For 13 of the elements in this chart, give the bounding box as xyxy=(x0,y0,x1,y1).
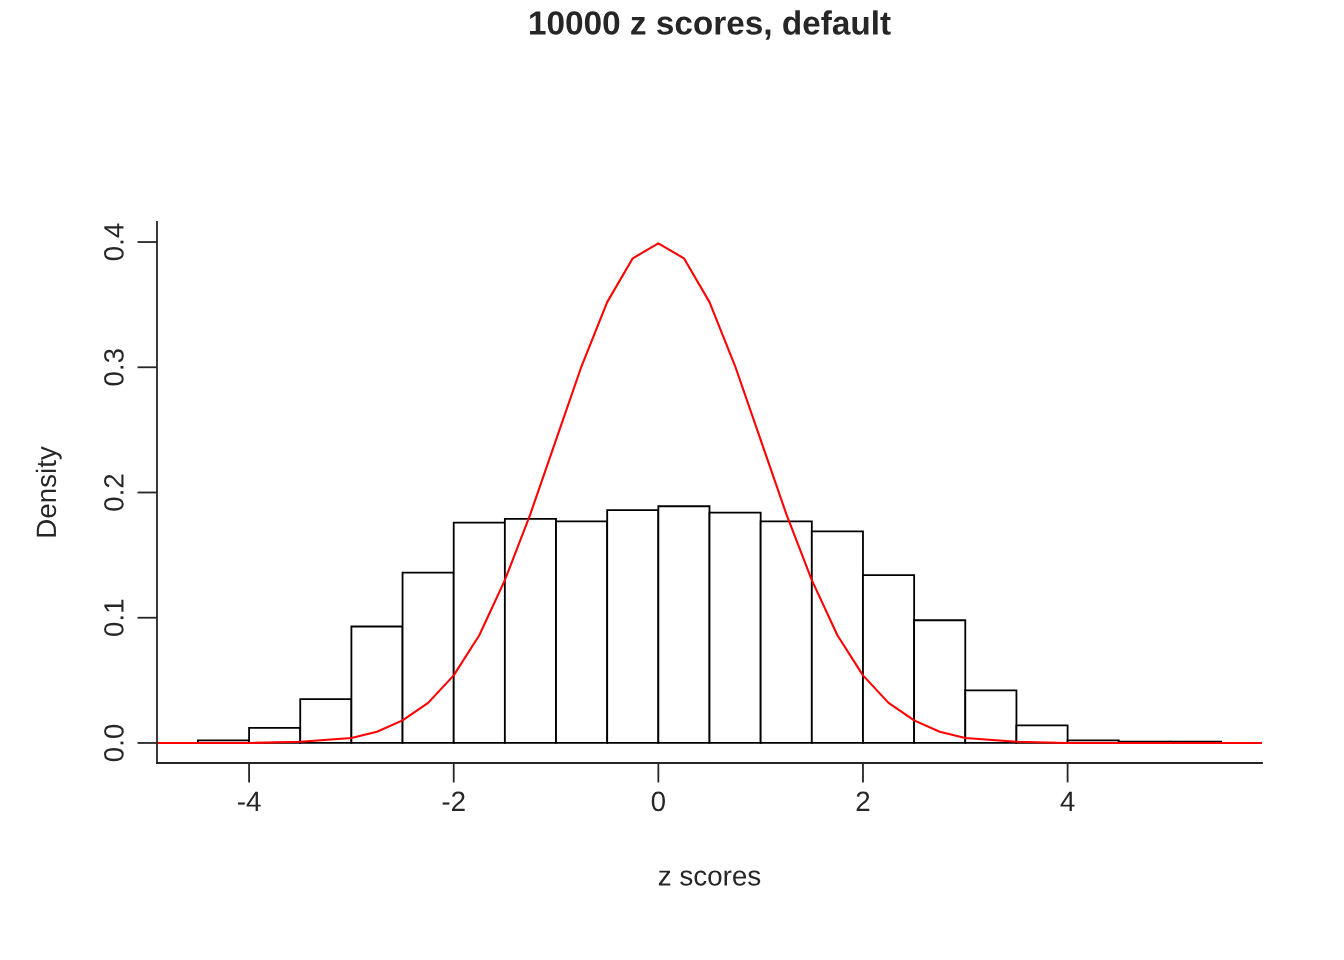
y-tick-label: 0.3 xyxy=(104,349,124,386)
y-tick-label: 0.1 xyxy=(104,599,124,636)
x-tick-label: 2 xyxy=(856,791,870,811)
x-tick-label: 4 xyxy=(1060,791,1075,811)
x-tick-label: -2 xyxy=(442,791,465,811)
y-tick-label: 0.2 xyxy=(104,474,124,511)
y-tick-label: 0.0 xyxy=(104,724,124,762)
x-tick-label: 0 xyxy=(651,791,665,812)
x-tick-label: -4 xyxy=(237,791,261,811)
x-axis-title: z scores xyxy=(658,870,761,886)
chart-title: 10000 z scores, default xyxy=(530,10,891,40)
y-tick-label: 0.4 xyxy=(104,223,124,261)
y-axis-title: Density xyxy=(35,446,62,537)
